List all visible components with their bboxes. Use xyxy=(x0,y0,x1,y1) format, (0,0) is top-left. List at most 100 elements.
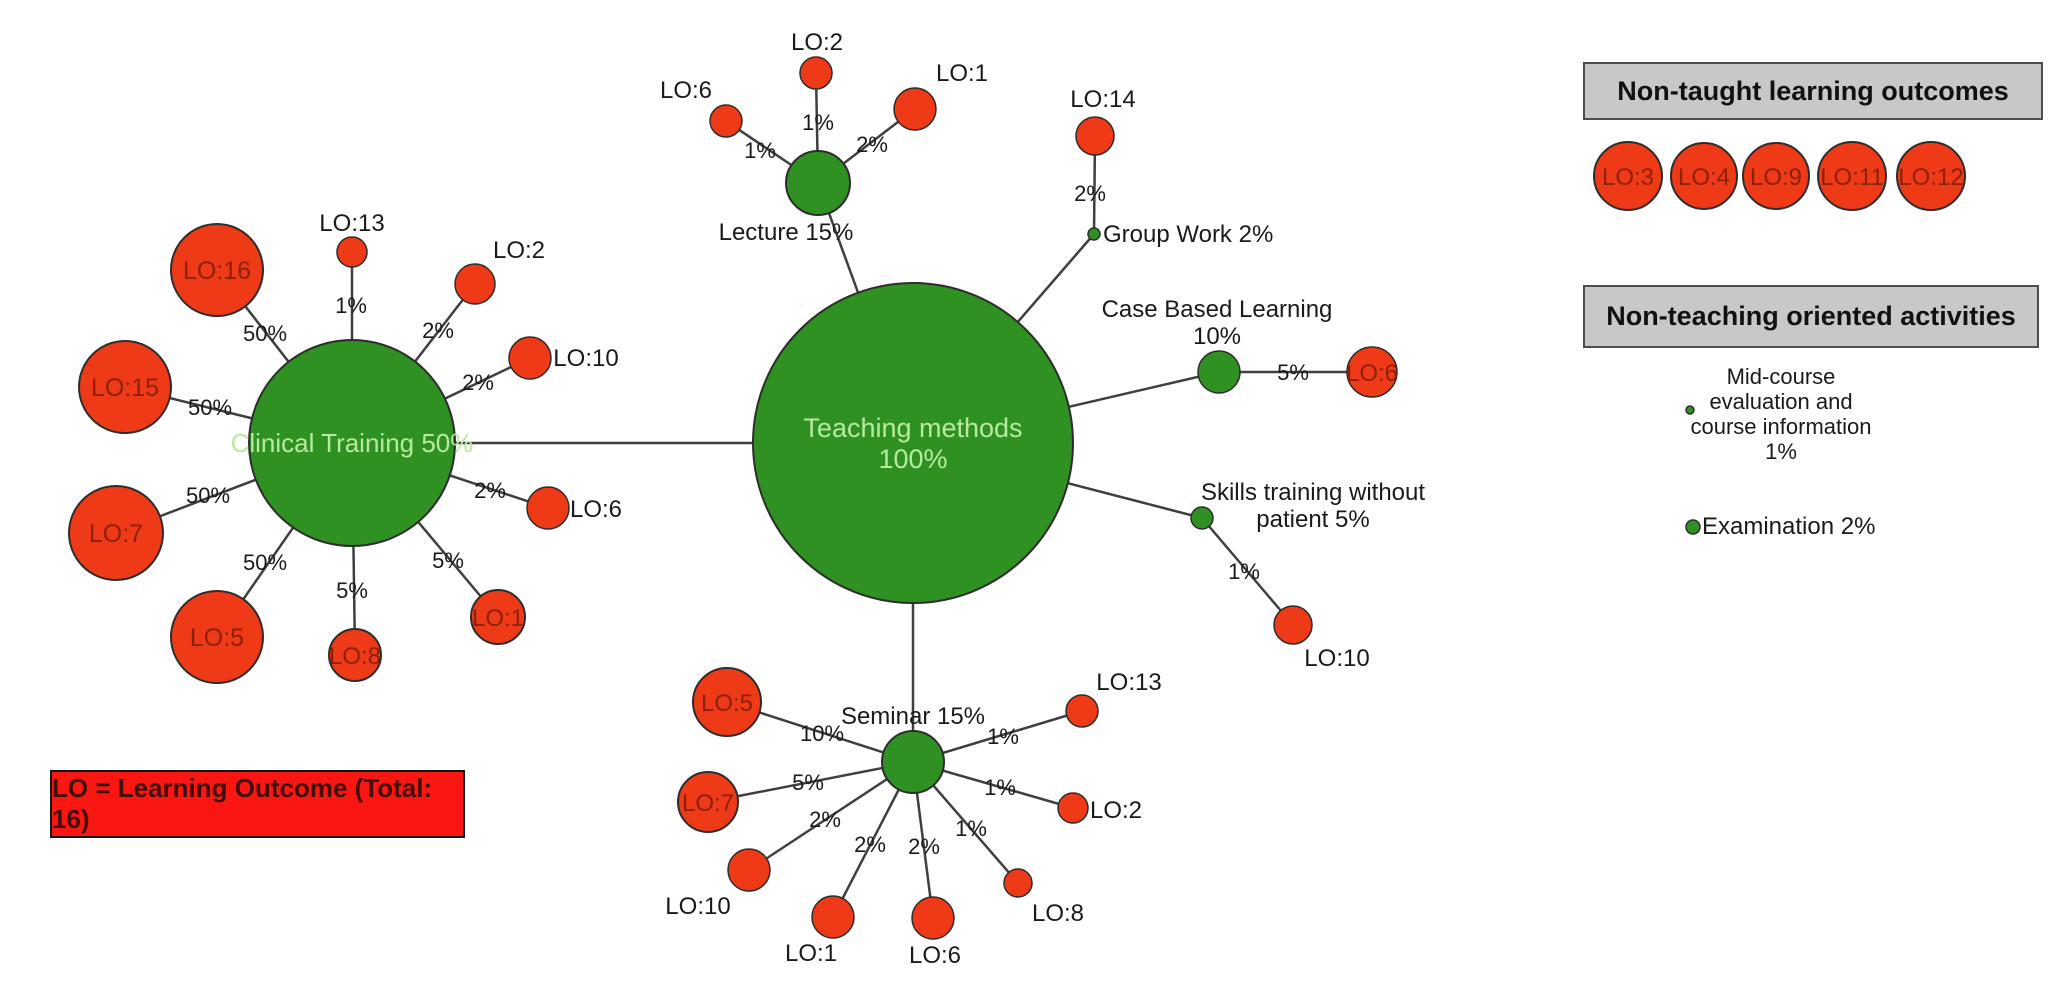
label-lec-lo2: LO:2 xyxy=(791,29,843,56)
midcourse-evaluation-label: Mid-course evaluation and course informati… xyxy=(1681,364,1881,464)
node-cl-lo7 xyxy=(68,485,164,581)
non-taught-outcomes-header: Non-taught learning outcomes xyxy=(1583,62,2043,120)
label-cl-lo10: LO:10 xyxy=(553,345,618,372)
edge-label-clinical-cl-lo15: 50% xyxy=(188,395,232,420)
node-sem-lo6 xyxy=(911,896,955,940)
edge-label-seminar-sem-lo2: 1% xyxy=(984,775,1016,800)
label-cl-lo5: LO:5 xyxy=(190,624,244,652)
label-nt-lo11: LO:11 xyxy=(1820,164,1884,191)
label-clinical: Clinical Training 50% xyxy=(231,428,474,458)
edge-label-seminar-sem-lo8: 1% xyxy=(955,816,987,841)
edge-label-seminar-sem-lo6: 2% xyxy=(908,834,940,859)
node-lec-lo6 xyxy=(709,104,743,138)
midcourse-line: evaluation and xyxy=(1709,389,1853,414)
label-cl-lo6: LO:6 xyxy=(570,496,622,523)
edge-label-clinical-cl-lo8: 5% xyxy=(336,578,368,603)
node-lec-lo1 xyxy=(893,87,937,131)
edge-label-clinical-cl-lo2: 2% xyxy=(422,318,454,343)
label-nt-lo9: LO:9 xyxy=(1750,164,1802,191)
label-sem-lo13: LO:13 xyxy=(1096,669,1161,696)
node-sem-lo1 xyxy=(811,895,855,939)
node-lecture xyxy=(785,150,851,216)
node-nt-lo3 xyxy=(1593,141,1663,211)
examination-label: Examination 2% xyxy=(1702,513,1876,540)
node-sem-lo5 xyxy=(692,667,762,737)
node-cl-lo8 xyxy=(328,628,382,682)
node-examination-dot xyxy=(1685,519,1701,535)
edge-seminar-sem-lo7 xyxy=(707,760,914,804)
label-cl-lo15: LO:15 xyxy=(91,374,159,402)
edge-label-seminar-sem-lo13: 1% xyxy=(987,724,1019,749)
node-lo14 xyxy=(1075,116,1115,156)
label-sem-lo10: LO:10 xyxy=(665,893,730,920)
label-nt-lo4: LO:4 xyxy=(1678,164,1730,191)
node-seminar xyxy=(881,730,945,794)
node-groupwork xyxy=(1087,227,1101,241)
label-nt-lo12: LO:12 xyxy=(1898,164,1963,191)
edge-label-groupwork-lo14: 2% xyxy=(1074,181,1106,206)
node-teaching xyxy=(752,282,1074,604)
edge-label-clinical-cl-lo7: 50% xyxy=(186,483,230,508)
label-lecture: Lecture 15% xyxy=(719,219,854,246)
edge-label-lecture-lec-lo2: 1% xyxy=(802,110,834,135)
label-skills-lo10: LO:10 xyxy=(1304,645,1369,672)
edge-label-clinical-cl-lo10: 2% xyxy=(462,370,494,395)
edge-label-lecture-lec-lo6: 1% xyxy=(744,138,776,163)
label-sem-lo2: LO:2 xyxy=(1090,797,1142,824)
node-nt-lo11 xyxy=(1817,141,1887,211)
node-skills-lo10 xyxy=(1273,605,1313,645)
label-skills: Skills training without patient 5% xyxy=(1201,479,1425,533)
node-nt-lo9 xyxy=(1742,142,1810,210)
label-teaching: Teaching methods 100% xyxy=(803,413,1022,474)
edge-label-clinical-cl-lo1: 5% xyxy=(432,548,464,573)
edge-seminar-sem-lo10 xyxy=(748,760,914,872)
edge-label-clinical-cl-lo5: 50% xyxy=(243,550,287,575)
node-case xyxy=(1197,350,1241,394)
edge-label-clinical-cl-lo6: 2% xyxy=(474,478,506,503)
node-case-lo6 xyxy=(1346,346,1398,398)
node-cl-lo6 xyxy=(526,486,570,530)
node-sem-lo13 xyxy=(1065,694,1099,728)
node-clinical xyxy=(248,339,456,547)
label-seminar: Seminar 15% xyxy=(841,703,985,730)
node-cl-lo15 xyxy=(78,340,172,434)
node-cl-lo1 xyxy=(470,589,526,645)
node-sem-lo7 xyxy=(677,771,739,833)
node-sem-lo2 xyxy=(1057,792,1089,824)
edge-label-case-case-lo6: 5% xyxy=(1277,360,1309,385)
label-case-lo6: LO:6 xyxy=(1346,360,1398,387)
label-sem-lo6: LO:6 xyxy=(909,942,961,969)
edge-label-skills-skills-lo10: 1% xyxy=(1228,559,1260,584)
label-case: Case Based Learning 10% xyxy=(1102,296,1333,350)
node-lec-lo2 xyxy=(799,56,833,90)
label-cl-lo1: LO:1 xyxy=(472,605,524,632)
edge-label-seminar-sem-lo1: 2% xyxy=(854,832,886,857)
label-lo14: LO:14 xyxy=(1070,86,1135,113)
label-cl-lo2: LO:2 xyxy=(493,237,545,264)
edge-skills-skills-lo10 xyxy=(1201,517,1294,626)
node-cl-lo5 xyxy=(170,590,264,684)
label-sem-lo1: LO:1 xyxy=(785,940,837,967)
edge-label-seminar-sem-lo5: 10% xyxy=(800,721,844,746)
midcourse-line: course information xyxy=(1690,414,1872,439)
label-groupwork: Group Work 2% xyxy=(1103,221,1273,248)
node-sem-lo10 xyxy=(727,848,771,892)
node-skills xyxy=(1190,506,1214,530)
label-lec-lo6: LO:6 xyxy=(660,77,712,104)
label-cl-lo16: LO:16 xyxy=(183,257,251,285)
label-cl-lo7: LO:7 xyxy=(89,520,143,548)
node-cl-lo10 xyxy=(508,336,552,380)
label-cl-lo13: LO:13 xyxy=(319,210,384,237)
non-teaching-activities-header: Non-teaching oriented activities xyxy=(1583,285,2039,348)
node-cl-lo2 xyxy=(454,263,496,305)
node-cl-lo16 xyxy=(170,223,264,317)
label-sem-lo5: LO:5 xyxy=(701,690,753,717)
label-lec-lo1: LO:1 xyxy=(936,60,988,87)
midcourse-line: 1% xyxy=(1765,439,1797,464)
label-sem-lo8: LO:8 xyxy=(1032,900,1084,927)
edge-label-seminar-sem-lo7: 5% xyxy=(792,770,824,795)
label-cl-lo8: LO:8 xyxy=(329,643,381,670)
edge-label-clinical-cl-lo16: 50% xyxy=(243,321,287,346)
